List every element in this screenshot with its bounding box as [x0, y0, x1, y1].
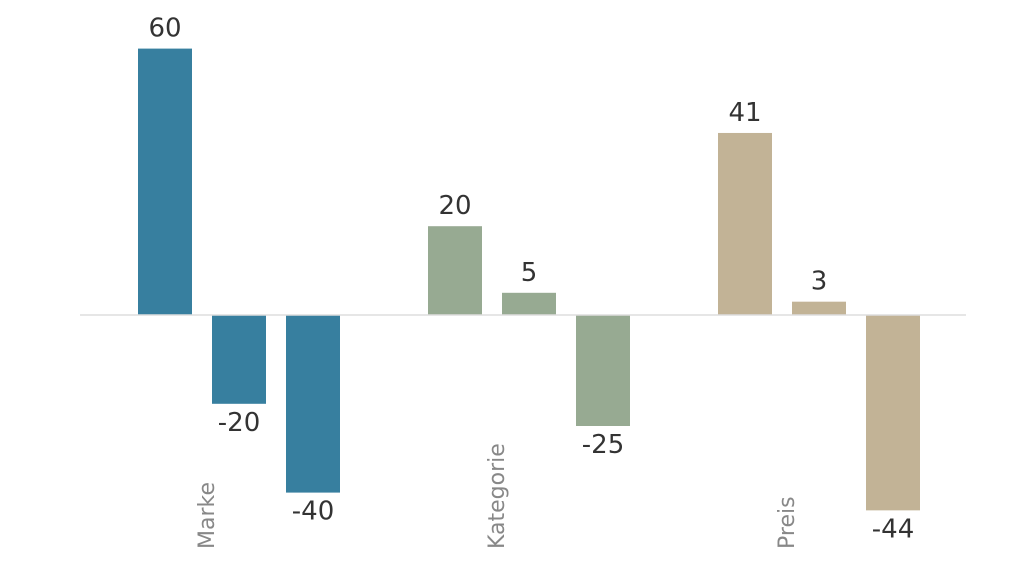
bar-preis-1: [718, 132, 772, 315]
category-labels-layer: Marke Kategorie Preis: [195, 443, 800, 549]
value-label-kategorie-1: 20: [438, 191, 471, 221]
bar-marke-2: [212, 315, 266, 404]
value-label-preis-2: 3: [811, 267, 828, 297]
bar-marke-1: [138, 48, 192, 315]
bar-preis-3: [866, 315, 920, 511]
value-label-marke-1: 60: [148, 14, 181, 44]
labels-layer: 60 -20 -40 20 5 -25 41 3 -44: [148, 14, 914, 545]
bar-marke-3: [286, 315, 340, 493]
bars-layer: [138, 48, 920, 511]
category-label-preis: Preis: [775, 496, 800, 549]
value-label-kategorie-3: -25: [582, 430, 624, 460]
category-label-marke: Marke: [195, 482, 220, 549]
value-label-kategorie-2: 5: [521, 258, 538, 288]
category-label-kategorie: Kategorie: [485, 443, 510, 549]
bar-preis-2: [792, 301, 846, 315]
value-label-marke-2: -20: [218, 408, 260, 438]
bar-kategorie-3: [576, 315, 630, 426]
value-label-preis-3: -44: [872, 514, 914, 544]
bar-kategorie-1: [428, 226, 482, 315]
value-label-marke-3: -40: [292, 497, 334, 527]
value-label-preis-1: 41: [728, 98, 761, 128]
bar-kategorie-2: [502, 292, 556, 315]
